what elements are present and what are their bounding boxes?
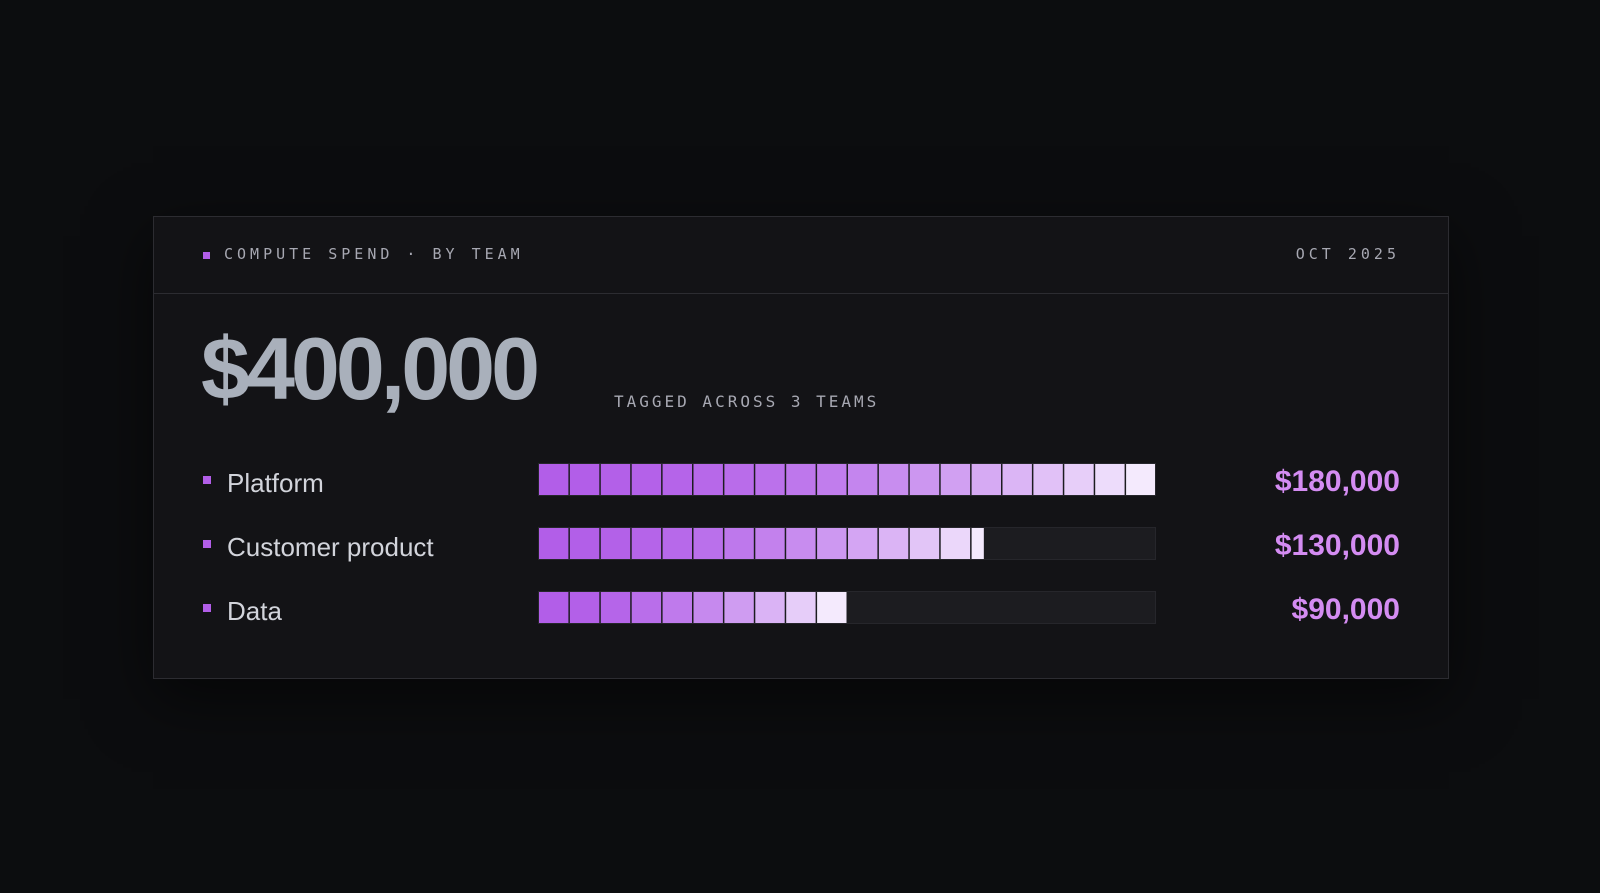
bar-segment [755, 592, 785, 623]
bar-segment [1095, 464, 1125, 495]
bar-segment [909, 528, 940, 559]
team-label: Data [227, 596, 282, 626]
bar-segment [940, 528, 971, 559]
bar-segment [539, 528, 569, 559]
bar-segment [724, 464, 754, 495]
bar-segment [569, 464, 600, 495]
bar-svg [539, 528, 984, 559]
team-row: Data $90,000 [154, 591, 1448, 626]
bullet-square-icon [203, 604, 211, 612]
bar-segment [755, 528, 785, 559]
bar-segment [755, 464, 785, 495]
bar-segment [878, 528, 909, 559]
bar-value-label: $130,000 [1274, 529, 1400, 562]
card-header: COMPUTE SPEND · BY TEAM OCT 2025 [154, 217, 1448, 294]
bar-segment [786, 464, 816, 495]
bar-segment [817, 592, 847, 623]
bar-segment [848, 464, 878, 495]
compute-spend-card: COMPUTE SPEND · BY TEAM OCT 2025 $400,00… [153, 216, 1449, 679]
team-label: Customer product [227, 532, 434, 562]
bar-segment [693, 528, 723, 559]
bar-segment [1126, 464, 1155, 495]
bar-segment [817, 528, 847, 559]
total-spend-value: $400,000 [201, 319, 540, 418]
bar-segment [662, 528, 692, 559]
bar-segment [878, 464, 909, 495]
bar-segment [662, 592, 692, 623]
team-row: Customer product $130,000 [154, 527, 1448, 562]
bar-segment [600, 464, 631, 495]
bar-segment [600, 528, 631, 559]
bar-svg [539, 464, 1155, 495]
accent-square-icon [203, 252, 210, 259]
bar-segment [631, 592, 662, 623]
bar-segment [1033, 464, 1063, 495]
team-label: Platform [227, 468, 324, 498]
bullet-square-icon [203, 476, 211, 484]
bar-segment [786, 528, 816, 559]
bar-value-label: $90,000 [1291, 593, 1400, 626]
bar-segment [1002, 464, 1032, 495]
bar-segment [971, 528, 984, 559]
bar-segment [971, 464, 1001, 495]
bar-segment [817, 464, 847, 495]
bar-track [538, 527, 1156, 560]
bar-segment [724, 592, 754, 623]
bar-segment [631, 464, 662, 495]
total-spend-caption: TAGGED ACROSS 3 TEAMS [614, 392, 880, 411]
bar-segment [631, 528, 662, 559]
bar-segment [724, 528, 754, 559]
bar-value-label: $180,000 [1274, 465, 1400, 498]
bar-segment [909, 464, 940, 495]
bar-svg [539, 592, 847, 623]
bar-segment [539, 464, 569, 495]
bar-segment [786, 592, 816, 623]
bar-segment [600, 592, 631, 623]
bar-segment [539, 592, 569, 623]
bullet-square-icon [203, 540, 211, 548]
bar-track [538, 591, 1156, 624]
bar-segment [569, 528, 600, 559]
card-title: COMPUTE SPEND · BY TEAM [224, 245, 524, 263]
bar-segment [569, 592, 600, 623]
bar-segment [662, 464, 692, 495]
bar-segment [848, 528, 878, 559]
bar-segment [693, 592, 723, 623]
period-label: OCT 2025 [1295, 245, 1400, 263]
bar-track [538, 463, 1156, 496]
team-row: Platform $180,000 [154, 463, 1448, 498]
bar-segment [1064, 464, 1094, 495]
bar-segment [940, 464, 971, 495]
bar-segment [693, 464, 723, 495]
